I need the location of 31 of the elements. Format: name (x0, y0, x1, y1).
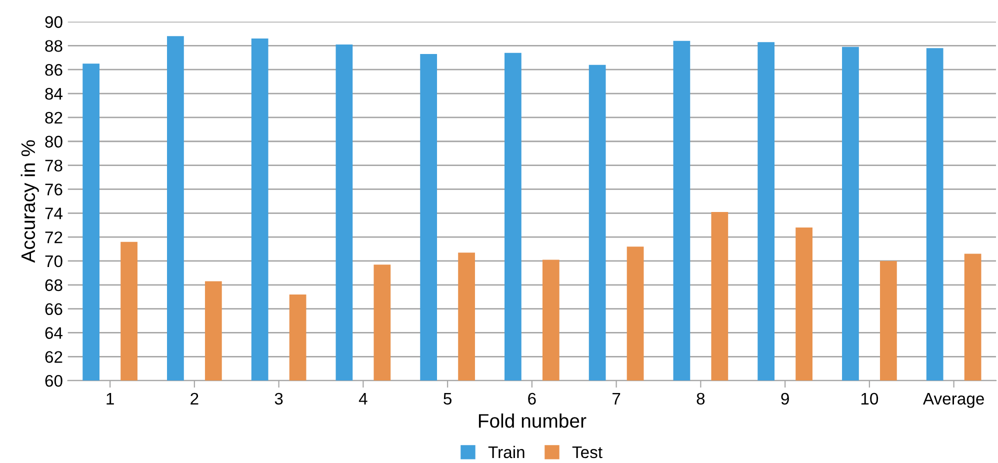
y-tick-label: 60 (45, 374, 62, 387)
y-tick-label: 68 (45, 279, 62, 292)
y-tick-label: 76 (45, 184, 62, 196)
y-tick-label: 90 (45, 16, 62, 28)
y-tick-label: 70 (45, 255, 62, 268)
y-tick-label: 74 (45, 208, 63, 220)
y-tick-label: 82 (45, 112, 62, 124)
legend-label: Train (488, 446, 524, 458)
x-tick-label: 4 (358, 393, 368, 404)
x-tick-label: 1 (106, 393, 114, 404)
x-tick-label: 5 (444, 393, 452, 405)
x-tick-label: Average (922, 393, 984, 408)
y-tick-label: 86 (45, 64, 62, 76)
x-tick-label: 6 (528, 392, 536, 405)
y-tick-label: 78 (45, 160, 62, 172)
y-tick-label: 62 (45, 351, 62, 363)
y-tick-label: 72 (45, 231, 62, 244)
x-tick-label: 2 (190, 392, 198, 404)
x-tick-label: 9 (781, 392, 789, 405)
x-tick-label: 3 (274, 392, 283, 405)
y-tick-label: 80 (45, 136, 62, 148)
legend-label: Test (572, 446, 602, 458)
y-tick-label: 64 (45, 327, 63, 339)
y-tick-label: 66 (45, 303, 62, 316)
x-axis-title: Fold number (478, 413, 586, 428)
y-tick-label: 84 (45, 88, 63, 100)
x-tick-label: 8 (696, 392, 705, 405)
y-tick-label: 88 (45, 40, 62, 52)
x-tick-label: 10 (861, 392, 878, 405)
x-tick-label: 7 (612, 393, 620, 404)
y-axis-title: Accuracy in % (20, 140, 39, 263)
